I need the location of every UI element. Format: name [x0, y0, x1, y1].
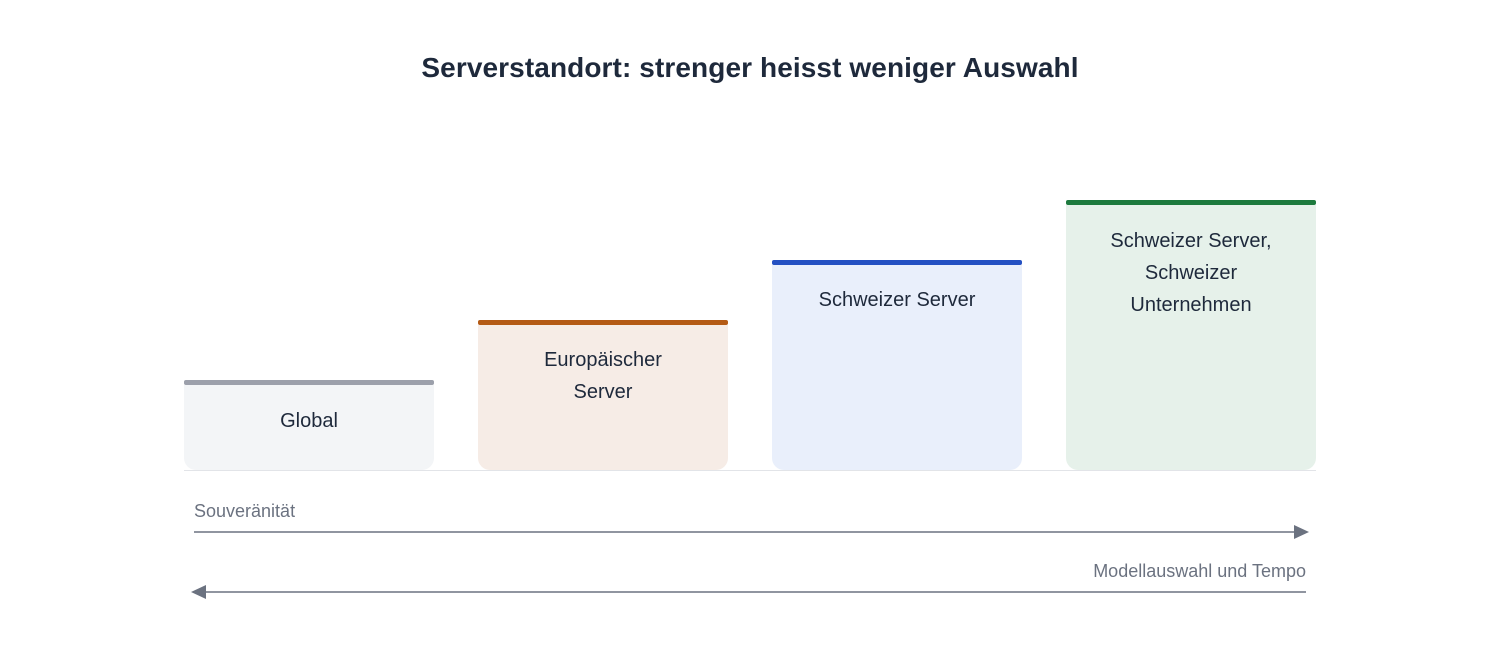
baseline-divider	[184, 470, 1316, 471]
diagram-title: Serverstandort: strenger heisst weniger …	[421, 52, 1079, 83]
level-accent-bar	[1066, 200, 1316, 205]
level-block-swiss-server: Schweizer Server	[772, 260, 1022, 470]
level-label: Schweizer Server	[818, 289, 976, 311]
level-label: Europäischer Server	[544, 349, 662, 403]
level-block-global: Global	[184, 380, 434, 470]
axis-label-sovereignty: Souveränität	[194, 501, 296, 521]
arrow-right-icon	[194, 525, 1309, 539]
axis-label-model-choice-speed: Modellauswahl und Tempo	[1093, 561, 1306, 581]
level-block-european-server: Europäischer Server	[478, 320, 728, 470]
arrow-left-icon	[191, 585, 1306, 599]
level-accent-bar	[184, 380, 434, 385]
level-label: Schweizer Server, Schweizer Unternehmen	[1110, 230, 1272, 316]
level-accent-bar	[772, 260, 1022, 265]
level-accent-bar	[478, 320, 728, 325]
level-label: Global	[280, 410, 338, 432]
level-block-swiss-server-swiss-company: Schweizer Server, Schweizer Unternehmen	[1066, 200, 1316, 470]
